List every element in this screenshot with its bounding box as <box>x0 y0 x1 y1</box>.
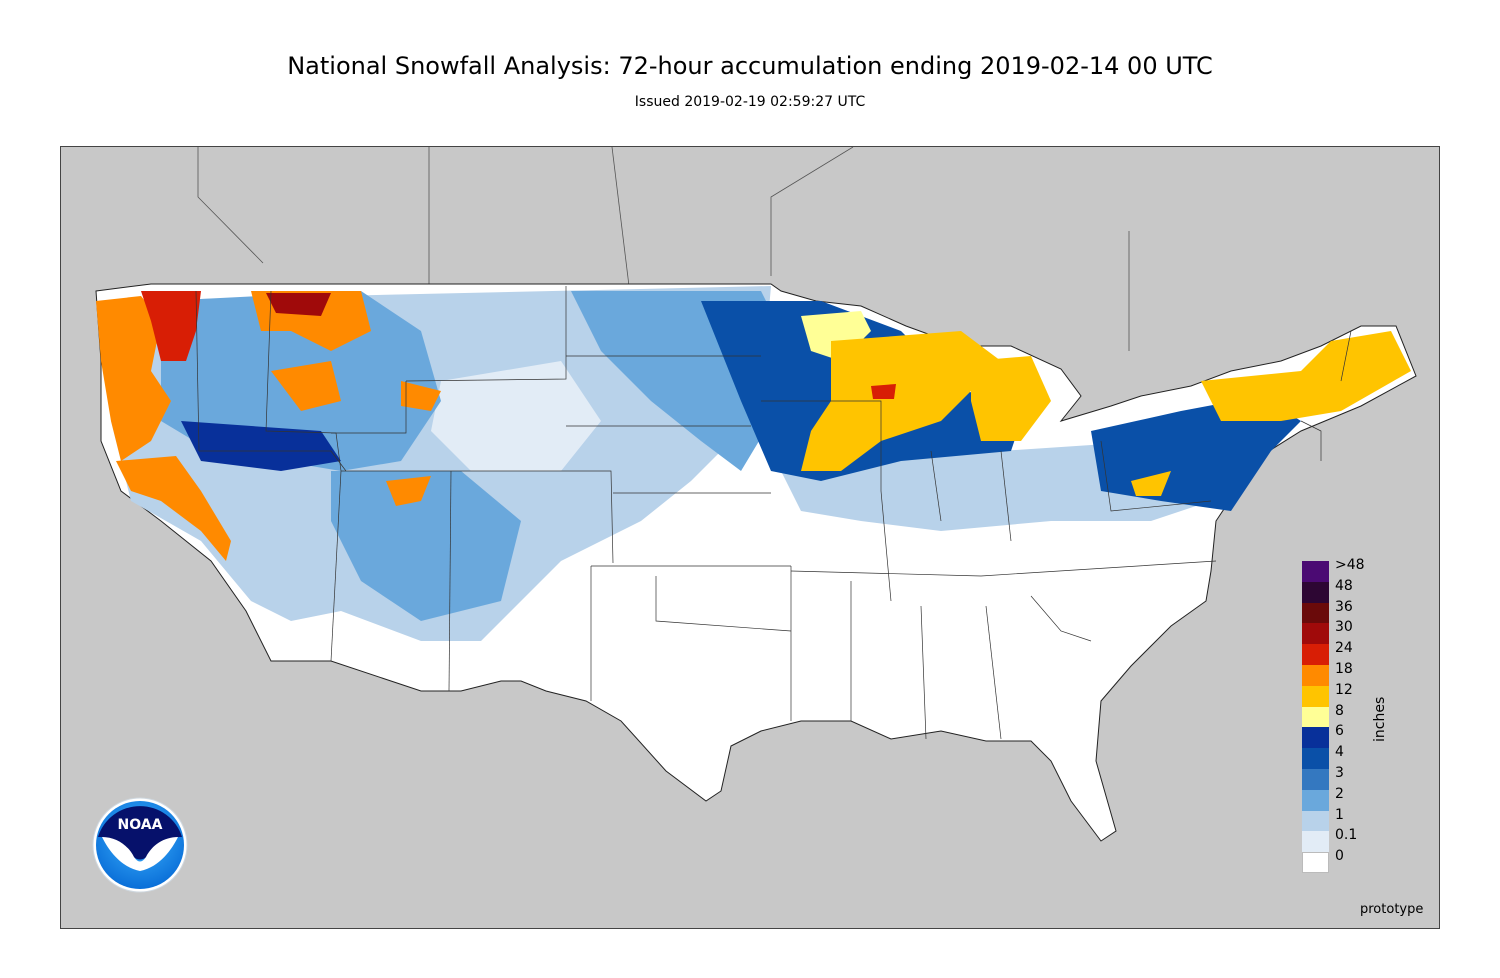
colorbar-swatch <box>1302 727 1329 749</box>
colorbar-swatch <box>1302 748 1329 770</box>
noaa-logo-graphic: NOAA <box>92 797 188 893</box>
colorbar-swatch <box>1302 810 1329 832</box>
map-title: National Snowfall Analysis: 72-hour accu… <box>287 52 1213 80</box>
colorbar-label: 6 <box>1335 723 1344 740</box>
colorbar-unit-label: inches <box>1372 696 1388 742</box>
colorbar-swatch <box>1302 623 1329 645</box>
colorbar-swatch <box>1302 789 1329 811</box>
colorbar-swatch <box>1302 602 1329 624</box>
prototype-note: prototype <box>1360 902 1424 917</box>
colorbar-label: 18 <box>1335 661 1353 677</box>
colorbar-label: 3 <box>1335 765 1344 781</box>
colorbar-label: 30 <box>1335 619 1353 636</box>
colorbar-swatch <box>1302 581 1329 603</box>
colorbar-swatch <box>1302 769 1329 790</box>
colorbar-label: 2 <box>1335 785 1344 802</box>
colorbar-swatch <box>1302 706 1329 728</box>
colorbar-label: 12 <box>1335 681 1353 698</box>
colorbar-label: 0.1 <box>1335 827 1358 844</box>
colorbar-swatch <box>1302 644 1329 666</box>
colorbar-swatch <box>1302 561 1329 582</box>
colorbar-swatch <box>1302 831 1329 853</box>
colorbar-swatch <box>1302 665 1329 686</box>
noaa-logo: NOAA <box>92 797 188 893</box>
noaa-logo-text: NOAA <box>118 817 163 833</box>
map-panel <box>60 146 1440 929</box>
map-subtitle: Issued 2019-02-19 02:59:27 UTC <box>634 94 866 110</box>
snowfall-map <box>95 147 1417 842</box>
colorbar-label: >48 <box>1335 557 1365 573</box>
colorbar-label: 36 <box>1335 598 1353 615</box>
colorbar-label: 8 <box>1335 702 1344 719</box>
colorbar-label: 24 <box>1335 640 1353 657</box>
colorbar-label: 1 <box>1335 806 1344 823</box>
colorbar-label: 48 <box>1335 577 1353 594</box>
snowfall-regions <box>96 286 1411 641</box>
neighbor-borders <box>197 147 1130 351</box>
colorbar-swatch <box>1302 852 1329 874</box>
colorbar-swatch <box>1302 685 1329 707</box>
state-borders <box>195 286 1352 740</box>
colorbar-label: 4 <box>1335 744 1344 761</box>
colorbar-label: 0 <box>1335 848 1344 865</box>
